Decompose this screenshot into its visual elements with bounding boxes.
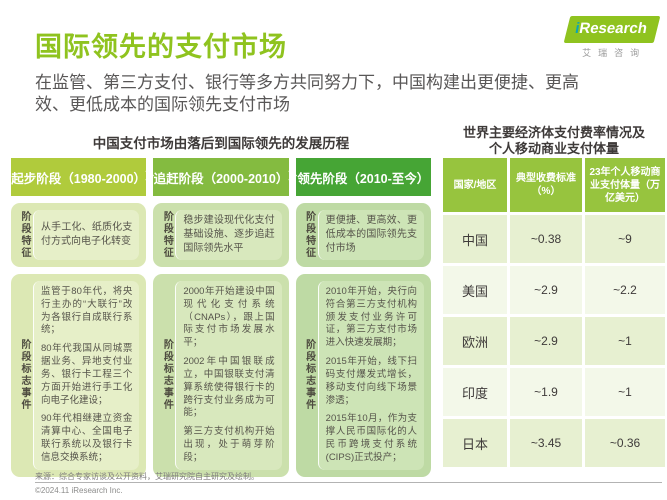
stage-2-feature-box: 阶段特征 稳步建设现代化支付基础设施、逐步追赶国际领先水平 [153, 203, 289, 267]
feature-label: 阶段特征 [303, 211, 315, 259]
column-header-country: 国家/地区 [443, 158, 507, 212]
table-row-japan-fee: ~3.45 [510, 419, 582, 467]
column-header-fee-rate: 典型收费标准（%） [510, 158, 582, 212]
footer-divider [35, 482, 662, 483]
stage-2-header-label: 追赶阶段（2000-2010） [153, 171, 289, 186]
milestone-item: 监管于80年代，将央行主办的“大联行”改为各银行自成联行系统； [41, 286, 133, 336]
timeline-panel: 起步阶段（1980-2000） 阶段特征 从手工化、纸质化支付方式向电子化转变 … [11, 158, 431, 477]
table-row-china-volume: ~9 [585, 215, 665, 263]
stage-1-feature-text: 从手工化、纸质化支付方式向电子化转变 [41, 222, 133, 247]
table-row-usa-country: 美国 [443, 266, 507, 314]
table-row-china-fee: ~0.38 [510, 215, 582, 263]
stage-3-header: 领先阶段（2010-至今） [283, 158, 431, 196]
milestone-item: 2000年开始建设中国现代化支付系统（CNAPs），跟上国际支付市场发展水平； [183, 286, 275, 349]
stage-2-milestone-content: 2000年开始建设中国现代化支付系统（CNAPs），跟上国际支付市场发展水平； … [175, 281, 282, 470]
milestone-label: 阶段标志事件 [303, 339, 315, 412]
stage-1-header: 起步阶段（1980-2000） [11, 158, 147, 196]
stage-3-header-label: 领先阶段（2010-至今） [297, 171, 430, 186]
milestone-label: 阶段标志事件 [161, 339, 173, 412]
table-row-japan-country: 日本 [443, 419, 507, 467]
milestone-item: 2015年开始，线下扫码支付爆发式增长，移动支付向线下场景渗透； [325, 356, 417, 406]
stage-1-milestone-content: 监管于80年代，将央行主办的“大联行”改为各银行自成联行系统； 80年代我国从同… [33, 281, 140, 470]
stage-3-feature-text: 更便捷、更高效、更低成本的国际领先支付市场 [325, 215, 417, 254]
column-header-volume: 23年个人移动商业支付体量（万亿美元） [585, 158, 665, 212]
copyright-note: ©2024.11 iResearch Inc. [35, 486, 123, 495]
stage-2-header: 追赶阶段（2000-2010） [141, 158, 289, 196]
table-row-usa-fee: ~2.9 [510, 266, 582, 314]
table-row-india-volume: ~1 [585, 368, 665, 416]
page-subtitle: 在监管、第三方支付、银行等多方共同努力下，中国构建出更便捷、更高效、更低成本的国… [35, 73, 579, 115]
stage-column-3: 领先阶段（2010-至今） 阶段特征 更便捷、更高效、更低成本的国际领先支付市场… [283, 158, 431, 477]
table-row-europe-volume: ~1 [585, 317, 665, 365]
logo-chinese-name: 艾瑞咨询 [582, 48, 647, 58]
feature-label: 阶段特征 [161, 211, 173, 259]
milestone-item: 2010年开始，央行向符合第三方支付机构颁发支付业务许可证，第三方支付市场进入快… [325, 286, 417, 349]
stage-3-milestone-box: 阶段标志事件 2010年开始，央行向符合第三方支付机构颁发支付业务许可证，第三方… [295, 274, 431, 477]
page-title: 国际领先的支付市场 [35, 32, 287, 62]
stage-3-feature-content: 更便捷、更高效、更低成本的国际领先支付市场 [317, 210, 424, 260]
table-row-usa-volume: ~2.2 [585, 266, 665, 314]
stage-2-feature-content: 稳步建设现代化支付基础设施、逐步追赶国际领先水平 [175, 210, 282, 260]
fee-table: 国家/地区 典型收费标准（%） 23年个人移动商业支付体量（万亿美元） 中国 ~… [443, 158, 665, 467]
table-row-europe-country: 欧洲 [443, 317, 507, 365]
milestone-label: 阶段标志事件 [19, 339, 30, 412]
milestone-item: 第三方支付机构开始出现，处于萌芽阶段； [183, 426, 275, 463]
stage-1-feature-content: 从手工化、纸质化支付方式向电子化转变 [33, 210, 140, 260]
stage-2-milestone-box: 阶段标志事件 2000年开始建设中国现代化支付系统（CNAPs），跟上国际支付市… [153, 274, 289, 477]
milestone-item: 2015年10月，作为支撑人民币国际化的人民币跨境支付系统(CIPS)正式投产； [325, 413, 417, 463]
stage-column-1: 起步阶段（1980-2000） 阶段特征 从手工化、纸质化支付方式向电子化转变 … [11, 158, 147, 477]
table-row-china-country: 中国 [443, 215, 507, 263]
logo-brand-text: Research [578, 20, 649, 37]
stage-1-header-label: 起步阶段（1980-2000） [11, 171, 147, 186]
stage-3-feature-box: 阶段特征 更便捷、更高效、更低成本的国际领先支付市场 [295, 203, 431, 267]
table-row-india-fee: ~1.9 [510, 368, 582, 416]
table-row-europe-fee: ~2.9 [510, 317, 582, 365]
feature-label: 阶段特征 [19, 211, 30, 259]
stage-1-milestone-box: 阶段标志事件 监管于80年代，将央行主办的“大联行”改为各银行自成联行系统； 8… [11, 274, 147, 477]
table-row-japan-volume: ~0.36 [585, 419, 665, 467]
milestone-item: 2002年中国银联成立，中国银联支付清算系统使得银行卡的跨行支付业务成为可能； [183, 356, 275, 419]
iresearch-logo: iResearch 艾瑞咨询 [563, 16, 661, 59]
logo-wordmark: iResearch [574, 20, 649, 37]
source-note: 来源：综合专家访谈及公开资料，艾瑞研究院自主研究及绘制。 [35, 472, 259, 481]
milestone-item: 80年代我国从同城票据业务、异地支付业务、银行卡工程三个方面开始进行手工化向电子… [41, 343, 133, 406]
logo-banner: iResearch [563, 16, 661, 43]
stage-3-milestone-content: 2010年开始，央行向符合第三方支付机构颁发支付业务许可证，第三方支付市场进入快… [317, 281, 424, 470]
milestone-item: 90年代相继建立资金清算中心、全国电子联行系统以及银行卡信息交换系统； [41, 413, 133, 463]
table-row-india-country: 印度 [443, 368, 507, 416]
fee-table-section-title: 世界主要经济体支付费率情况及 个人移动商业支付体量 [462, 125, 645, 157]
stage-1-feature-box: 阶段特征 从手工化、纸质化支付方式向电子化转变 [11, 203, 147, 267]
timeline-section-title: 中国支付市场由落后到国际领先的发展历程 [92, 136, 350, 151]
stage-2-feature-text: 稳步建设现代化支付基础设施、逐步追赶国际领先水平 [183, 215, 275, 254]
stage-column-2: 追赶阶段（2000-2010） 阶段特征 稳步建设现代化支付基础设施、逐步追赶国… [141, 158, 289, 477]
